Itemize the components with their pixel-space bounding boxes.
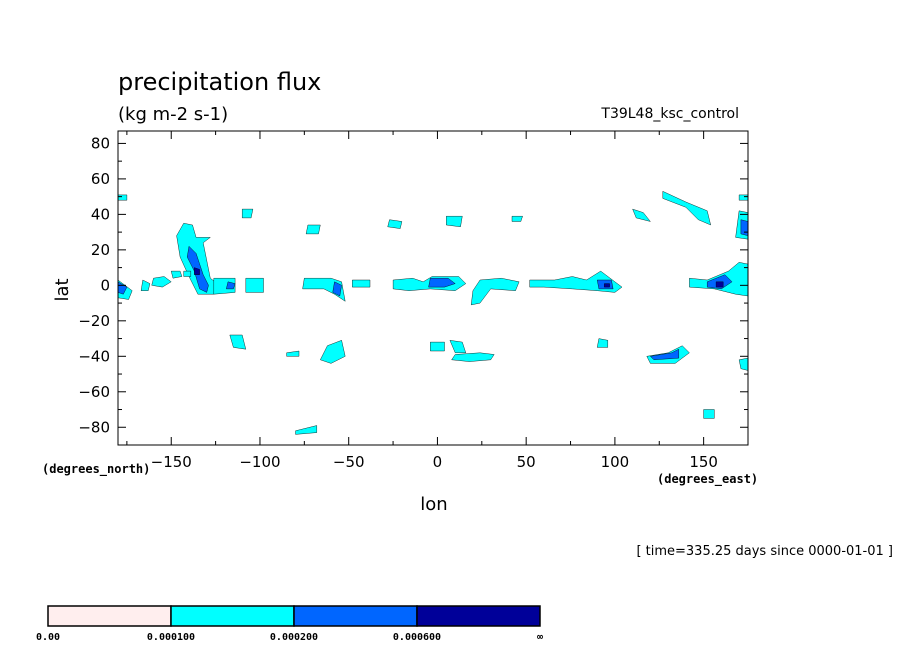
contour-region-3: [170, 270, 183, 279]
contour-region-14: [320, 340, 346, 364]
y-axis-label: lat: [52, 278, 73, 301]
contour-region-22: [387, 219, 403, 229]
x-tick-label: 0: [433, 453, 443, 471]
contour-region-33: [738, 357, 749, 371]
y-tick-label: −80: [78, 418, 110, 436]
colorbar-label-0: 0.00: [36, 632, 60, 643]
x-tick-label: −50: [333, 453, 365, 471]
dataset-label: T39L48_ksc_control: [600, 106, 739, 122]
contour-region-29: [183, 270, 192, 277]
x-tick-label: −150: [151, 453, 192, 471]
contour-region-38: [332, 281, 342, 297]
y-tick-label: −60: [78, 383, 110, 401]
chart-title: precipitation flux: [118, 68, 321, 96]
colorbar-label-3: 0.000600: [393, 632, 441, 643]
x-tick-label: 50: [517, 453, 536, 471]
contour-region-19: [662, 191, 711, 226]
y-units-label: (degrees_north): [42, 462, 150, 477]
contour-region-17: [451, 352, 495, 362]
contour-region-1: [140, 279, 151, 291]
contour-region-10: [471, 278, 520, 306]
contour-region-42: [740, 219, 749, 236]
contour-region-24: [241, 208, 254, 219]
contour-region-37: [226, 281, 236, 290]
contour-region-34: [597, 338, 608, 348]
x-units-label: (degrees_east): [657, 472, 758, 487]
colorbar-swatch-3: [416, 605, 541, 627]
contour-region-16: [449, 340, 466, 353]
contour-region-46: [715, 281, 724, 288]
contour-region-8: [352, 279, 371, 288]
colorbar-label-4: ∞: [537, 632, 543, 643]
axis-ticks: −150 −100 −50 0 50 100 150 −80 −60 −40 −20 0 20 40 60 8…: [78, 131, 749, 471]
y-tick-label: −20: [78, 312, 110, 330]
contour-region-27: [117, 194, 128, 201]
contour-region-43: [650, 349, 679, 360]
y-tick-label: −40: [78, 347, 110, 365]
contour-region-44: [194, 267, 200, 275]
contour-region-15: [430, 341, 445, 352]
contour-region-28: [738, 194, 749, 201]
colorbar: 0.00 0.000100 0.000200 0.000600 ∞: [36, 605, 543, 643]
contour-region-39: [428, 278, 456, 288]
y-tick-label: 80: [91, 134, 110, 152]
contour-region-45: [604, 283, 610, 288]
contour-region-23: [446, 215, 463, 228]
x-tick-label: 100: [601, 453, 630, 471]
contour-region-6: [245, 278, 264, 293]
contour-region-26: [295, 425, 317, 435]
x-axis-label: lon: [420, 494, 447, 515]
plot-frame: [117, 130, 749, 446]
contour-region-30: [511, 215, 523, 222]
x-tick-label: −100: [239, 453, 280, 471]
colorbar-label-1: 0.000100: [147, 632, 195, 643]
chart-units: (kg m-2 s-1): [118, 104, 228, 125]
y-tick-label: 20: [91, 241, 110, 259]
time-label: [ time=335.25 days since 0000-01-01 ]: [636, 544, 893, 559]
y-tick-label: 0: [100, 276, 110, 294]
colorbar-label-2: 0.000200: [270, 632, 318, 643]
contour-region-2: [151, 276, 172, 288]
contour-region-21: [305, 224, 321, 235]
x-tick-label: 150: [689, 453, 718, 471]
contour-region-25: [703, 409, 715, 419]
contour-region-32: [286, 350, 300, 357]
colorbar-swatch-1: [170, 605, 295, 627]
precipitation-contours: [117, 191, 749, 435]
contour-region-13: [229, 334, 247, 350]
y-tick-label: 60: [91, 170, 110, 188]
y-tick-label: 40: [91, 205, 110, 223]
colorbar-swatch-0: [47, 605, 172, 627]
contour-region-31: [632, 208, 651, 222]
colorbar-swatch-2: [293, 605, 418, 627]
